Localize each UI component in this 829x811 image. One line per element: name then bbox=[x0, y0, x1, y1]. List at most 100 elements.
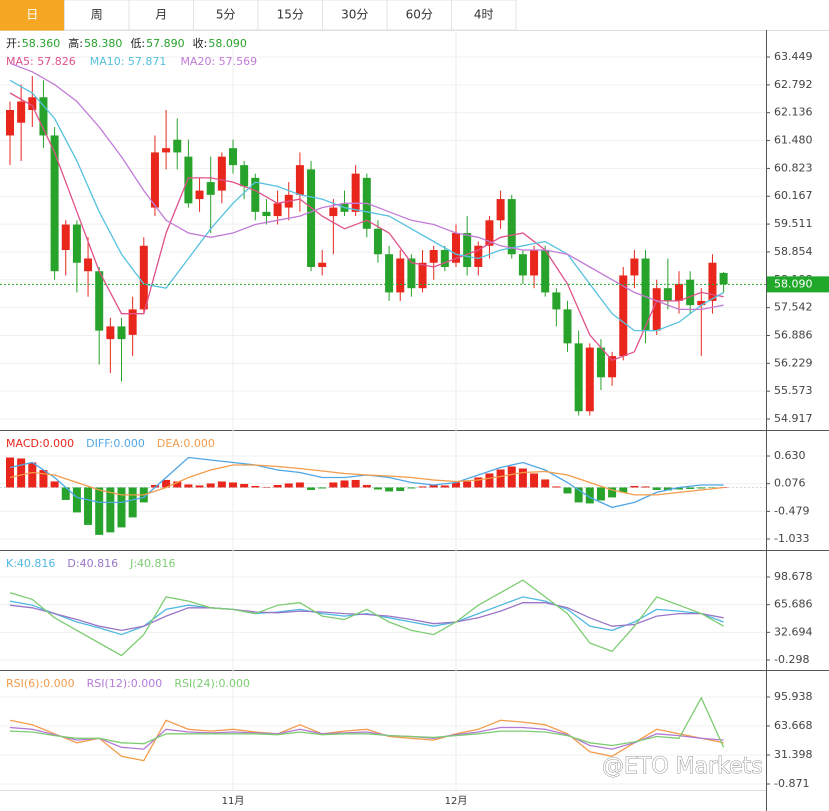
tab-label[interactable]: 60分 bbox=[406, 8, 433, 22]
tab[interactable] bbox=[386, 0, 452, 31]
candle-body bbox=[329, 207, 338, 217]
macd-bar bbox=[574, 487, 583, 503]
indicator-line bbox=[9, 726, 724, 750]
candle-body bbox=[150, 152, 159, 208]
macd-bar bbox=[206, 483, 215, 488]
tab[interactable] bbox=[322, 0, 388, 31]
info-value: 58.360 bbox=[22, 37, 61, 50]
candle-body bbox=[273, 203, 282, 217]
macd-bar bbox=[608, 487, 617, 498]
y-tick-label: 60.167 bbox=[774, 189, 813, 202]
candle-body bbox=[39, 97, 48, 136]
candle-body bbox=[563, 309, 572, 344]
tab[interactable] bbox=[0, 0, 65, 31]
macd-bar bbox=[675, 487, 683, 490]
candle-body bbox=[84, 258, 93, 272]
macd-bar bbox=[440, 485, 449, 488]
tab[interactable] bbox=[451, 0, 517, 31]
candle-body bbox=[608, 356, 617, 378]
candle-body bbox=[552, 292, 561, 310]
y-tick-label: 59.511 bbox=[774, 217, 813, 230]
macd-bar bbox=[318, 487, 327, 489]
macd-bar bbox=[340, 480, 349, 488]
info-value: 58.090 bbox=[208, 37, 247, 50]
candle-body bbox=[217, 156, 226, 191]
candle-body bbox=[518, 254, 527, 276]
macd-bar bbox=[162, 479, 171, 488]
macd-bar bbox=[329, 482, 338, 488]
info-value: 58.380 bbox=[84, 37, 123, 50]
candle-body bbox=[229, 148, 237, 166]
macd-bar bbox=[485, 473, 494, 488]
legend-entry: RSI(6):0.000 bbox=[6, 677, 75, 690]
y-tick-label: 63.449 bbox=[774, 50, 813, 63]
candle-body bbox=[452, 233, 460, 263]
indicator-line bbox=[9, 464, 724, 496]
y-tick-label: 60.823 bbox=[774, 161, 813, 174]
legend-entry: MA10: 57.871 bbox=[90, 55, 167, 68]
macd-bar bbox=[251, 485, 260, 488]
tab-label[interactable]: 15分 bbox=[277, 8, 304, 22]
candle-body bbox=[474, 245, 483, 267]
candle-body bbox=[652, 288, 661, 331]
macd-bar bbox=[396, 487, 405, 491]
candle-body bbox=[184, 156, 193, 204]
y-tick-label: -0.871 bbox=[774, 777, 809, 790]
info-name: 收: bbox=[193, 36, 208, 50]
macd-bar bbox=[150, 484, 159, 488]
tab-label[interactable]: 月 bbox=[155, 8, 167, 22]
candle-body bbox=[630, 258, 639, 276]
legend-entry: MA5: 57.826 bbox=[6, 55, 76, 68]
y-tick-label: 65.686 bbox=[774, 598, 813, 611]
candle-body bbox=[585, 347, 594, 412]
candle-body bbox=[72, 224, 81, 263]
macd-bar bbox=[61, 487, 70, 500]
tab-label[interactable]: 5分 bbox=[216, 8, 236, 22]
indicator-line bbox=[9, 602, 724, 632]
y-tick-label: 54.917 bbox=[774, 412, 813, 425]
macd-bar bbox=[95, 487, 104, 535]
last-price-label: 58.090 bbox=[774, 277, 813, 290]
candle-body bbox=[128, 309, 137, 335]
tab-label[interactable]: 30分 bbox=[341, 8, 368, 22]
macd-bar bbox=[50, 481, 59, 488]
candle-body bbox=[262, 211, 271, 217]
macd-bar bbox=[418, 486, 427, 488]
macd-bar bbox=[663, 487, 672, 491]
candle-body bbox=[541, 250, 550, 293]
macd-bar bbox=[284, 483, 293, 488]
tab-label[interactable]: 4时 bbox=[474, 8, 494, 22]
y-tick-label: -0.479 bbox=[774, 504, 809, 517]
tab[interactable] bbox=[64, 0, 130, 31]
candle-body bbox=[206, 182, 215, 195]
tab[interactable] bbox=[257, 0, 323, 31]
legend-entry: RSI(24):0.000 bbox=[174, 677, 250, 690]
macd-bar bbox=[697, 487, 706, 489]
candle-body bbox=[663, 288, 672, 301]
y-tick-label: 95.938 bbox=[774, 690, 813, 703]
tab-label[interactable]: 周 bbox=[91, 8, 103, 22]
candle-body bbox=[50, 135, 59, 272]
candle-body bbox=[396, 258, 405, 293]
candle-body bbox=[596, 347, 605, 378]
macd-bar bbox=[262, 486, 271, 488]
legend-entry: D:40.816 bbox=[67, 557, 118, 570]
y-tick-label: 62.136 bbox=[774, 106, 813, 119]
last-price-box bbox=[767, 276, 829, 293]
macd-bar bbox=[217, 481, 226, 488]
macd-bar bbox=[106, 487, 115, 533]
watermark: @ETO Markets bbox=[602, 754, 763, 779]
y-tick-label: -0.298 bbox=[774, 653, 809, 666]
legend-entry: MA20: 57.569 bbox=[180, 55, 257, 68]
indicator-line bbox=[9, 62, 724, 311]
macd-bar bbox=[641, 486, 650, 488]
y-tick-label: 0.630 bbox=[774, 449, 806, 462]
macd-bar bbox=[240, 483, 249, 488]
candle-body bbox=[507, 199, 516, 255]
tab-label[interactable]: 日 bbox=[26, 8, 38, 22]
macd-bar bbox=[195, 485, 204, 488]
y-tick-label: 63.668 bbox=[774, 719, 813, 732]
macd-bar bbox=[452, 482, 460, 488]
x-tick-label: 12月 bbox=[445, 795, 468, 807]
candle-body bbox=[17, 101, 26, 123]
